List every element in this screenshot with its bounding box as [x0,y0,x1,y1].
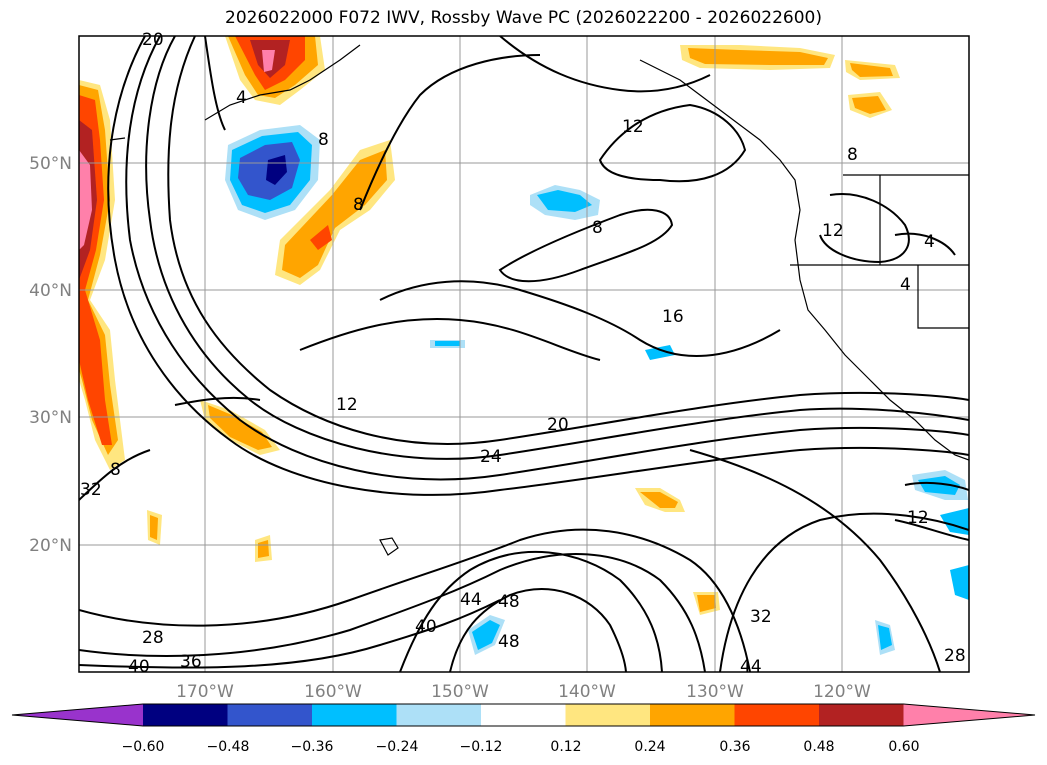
colorbar-tick-label: 0.48 [803,739,834,755]
lat-label: 30°N [29,408,72,428]
lat-label: 20°N [29,536,72,556]
colorbar-segment [650,704,735,726]
colorbar-tick-label: 0.24 [634,739,665,755]
colorbar-segment [227,704,313,726]
contour-label: 48 [498,592,520,612]
contour-label: 28 [142,628,164,648]
contour-label: 8 [847,145,858,165]
colorbar-segment [481,704,566,726]
colorbar-tick-label: −0.24 [376,739,419,755]
colorbar-segment [565,704,651,726]
map-frame [78,35,970,673]
contour-label: 16 [662,307,684,327]
colorbar-tick-label: −0.48 [207,739,250,755]
colorbar-segment [312,704,397,726]
colorbar-tick-label: −0.60 [122,739,165,755]
colorbar-tick-label: 0.60 [888,739,919,755]
contour-label: 20 [142,30,164,50]
contour-label: 4 [900,275,911,295]
longitude-labels: 170°W 160°W 150°W 140°W 130°W 120°W [176,682,871,702]
contour-label: 12 [622,117,644,137]
contour-label: 32 [80,480,102,500]
lat-label: 40°N [29,281,72,301]
contour-label: 8 [353,195,364,215]
contour-label: 20 [547,415,569,435]
colorbar-tick-label: 0.12 [550,739,581,755]
colorbar-segment [734,704,820,726]
contour-label: 12 [822,221,844,241]
contour-label: 12 [336,395,358,415]
contour-label: 48 [498,632,520,652]
contour-label: 8 [110,460,121,480]
contour-label: 4 [236,88,247,108]
colorbar-extend-high [903,704,1035,726]
lat-label: 50°N [29,154,72,174]
colorbar-tick-label: −0.36 [291,739,334,755]
contour-label: 36 [180,652,202,672]
colorbar-labels: −0.60 −0.48 −0.36 −0.24 −0.12 0.12 0.24 … [122,739,920,755]
colorbar-tick-label: 0.36 [719,739,750,755]
contour-label: 28 [944,646,966,666]
lon-label: 130°W [686,682,744,702]
contour-label: 40 [128,657,150,677]
iwv-contours [79,36,969,672]
coastlines [109,44,969,556]
contour-label: 4 [924,232,935,252]
colorbar-outline [11,703,1036,727]
contour-label: 44 [460,590,482,610]
lon-label: 170°W [176,682,234,702]
colorbar-segment [819,704,904,726]
map-background [79,36,969,672]
shaded-anomalies [79,36,969,655]
colorbar-segment [396,704,482,726]
colorbar-extend-low [12,704,143,726]
lon-label: 160°W [304,682,362,702]
contour-label: 32 [750,607,772,627]
lon-label: 150°W [431,682,489,702]
contour-label: 24 [480,447,502,467]
map-title: 2026022000 F072 IWV, Rossby Wave PC (202… [225,8,822,28]
contour-label: 44 [740,657,762,677]
colorbar [11,703,1036,727]
contour-label: 8 [318,130,329,150]
contour-label: 8 [592,218,603,238]
colorbar-segment [143,704,228,726]
latitude-labels: 50°N 40°N 30°N 20°N [29,154,72,556]
lon-label: 140°W [558,682,616,702]
contour-label: 12 [907,508,929,528]
contour-label: 40 [415,617,437,637]
colorbar-tick-label: −0.12 [460,739,503,755]
lon-label: 120°W [813,682,871,702]
